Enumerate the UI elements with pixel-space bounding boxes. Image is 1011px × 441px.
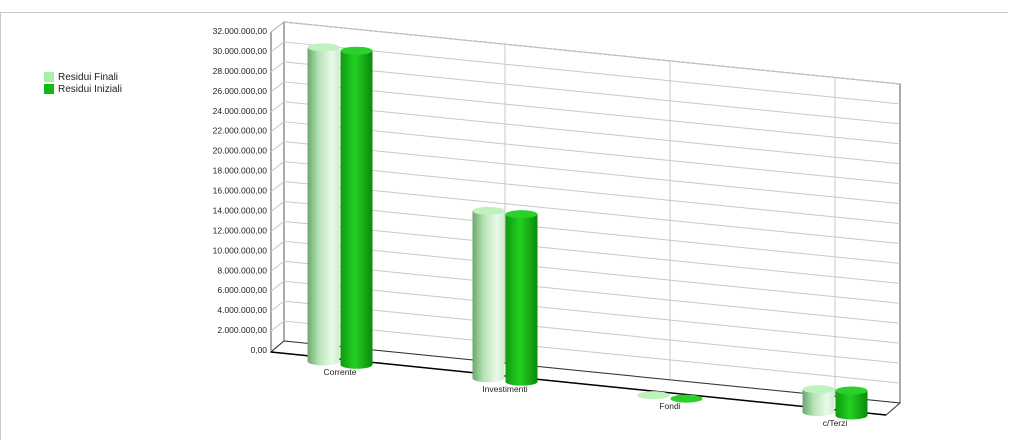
bar-corrente-s0-cap <box>307 43 340 52</box>
x-tick-label: Investimenti <box>482 384 527 394</box>
bar-c-terzi-s0 <box>802 389 835 417</box>
bar-investimenti-s1-cap <box>505 210 538 219</box>
gridline-side <box>270 201 285 212</box>
y-tick-label: 24.000.000,00 <box>213 106 268 116</box>
gridline-side <box>270 81 285 93</box>
bar-c-terzi-s1 <box>835 390 868 420</box>
y-tick-label: 26.000.000,00 <box>213 86 268 96</box>
y-tick-label: 6.000.000,00 <box>217 285 267 295</box>
gridline-side <box>270 121 285 133</box>
x-tick-label: c/Terzi <box>823 418 848 428</box>
bar-investimenti-s1 <box>505 214 538 386</box>
legend-item-residui-iniziali: Residui Iniziali <box>44 83 122 95</box>
gridline <box>283 161 901 225</box>
bar-corrente-s1 <box>340 50 373 369</box>
x-axis-line <box>270 351 887 416</box>
legend-swatch-residui-iniziali <box>44 84 54 94</box>
bar-fondi-s1-cap <box>670 394 703 403</box>
gridline <box>283 121 901 185</box>
gridline <box>283 260 901 324</box>
y-tick-label: 32.000.000,00 <box>213 26 268 36</box>
gridline-side <box>270 21 285 33</box>
bar-corrente-s1-cap <box>340 46 373 55</box>
bar-c-terzi-s0-cap <box>802 385 835 394</box>
gridline-side <box>270 300 285 312</box>
x-tick-label: Fondi <box>659 401 680 411</box>
gridline-side <box>270 61 285 73</box>
y-tick-label: 18.000.000,00 <box>213 166 268 176</box>
gridline <box>283 320 901 384</box>
y-tick-label: 0,00 <box>250 345 267 355</box>
y-tick-label: 22.000.000,00 <box>213 126 268 136</box>
y-tick-label: 12.000.000,00 <box>213 225 268 235</box>
gridline-side <box>270 280 285 292</box>
bar-corrente-s0 <box>307 47 340 366</box>
gridline-side <box>270 260 285 272</box>
chart-frame <box>0 12 1008 440</box>
gridline-side <box>270 181 285 192</box>
gridline <box>283 101 901 165</box>
y-tick-label: 28.000.000,00 <box>213 66 268 76</box>
gridline <box>283 141 901 205</box>
legend-label-residui-finali: Residui Finali <box>58 71 119 83</box>
gridline <box>283 61 901 125</box>
gridline-side <box>270 161 285 172</box>
gridline-side <box>270 240 285 252</box>
gridline <box>283 200 901 264</box>
gridline <box>283 240 901 304</box>
gridline <box>283 181 901 244</box>
y-tick-label: 14.000.000,00 <box>213 205 268 215</box>
legend-item-residui-finali: Residui Finali <box>44 71 122 83</box>
bar-fondi-s0-cap <box>637 391 670 400</box>
y-tick-label: 4.000.000,00 <box>217 305 267 315</box>
bar-c-terzi-s1-cap <box>835 386 868 395</box>
gridline-side <box>270 141 285 153</box>
chart-legend: Residui Finali Residui Iniziali <box>44 71 122 95</box>
y-tick-label: 2.000.000,00 <box>217 325 267 335</box>
y-tick-label: 20.000.000,00 <box>213 146 268 156</box>
gridline <box>283 300 901 364</box>
gridline <box>283 21 901 85</box>
bar-investimenti-s0-cap <box>472 206 505 215</box>
gridline-side <box>270 220 285 232</box>
gridline-side <box>270 101 285 113</box>
gridline <box>283 81 901 145</box>
y-tick-label: 8.000.000,00 <box>217 265 267 275</box>
gridline-side <box>270 41 285 53</box>
x-tick-label: Corrente <box>323 367 356 377</box>
y-tick-label: 30.000.000,00 <box>213 46 268 56</box>
gridline <box>283 41 901 105</box>
gridline <box>283 280 901 344</box>
gridline <box>283 220 901 284</box>
legend-label-residui-iniziali: Residui Iniziali <box>58 83 122 95</box>
bar-investimenti-s0 <box>472 210 505 383</box>
y-tick-label: 10.000.000,00 <box>213 245 268 255</box>
gridline-side <box>270 320 285 332</box>
y-tick-label: 16.000.000,00 <box>213 186 268 196</box>
legend-swatch-residui-finali <box>44 72 54 82</box>
